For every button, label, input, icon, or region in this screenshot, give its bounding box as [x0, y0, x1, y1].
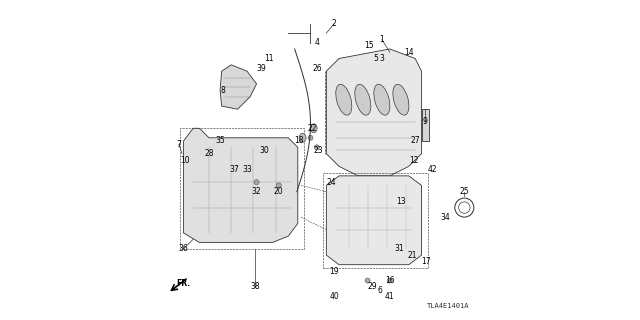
Text: 19: 19 [330, 267, 339, 276]
Text: 24: 24 [326, 178, 336, 187]
Bar [323, 173, 428, 268]
Text: 33: 33 [242, 165, 252, 174]
Ellipse shape [374, 84, 390, 115]
Polygon shape [326, 176, 422, 265]
Text: 6: 6 [378, 285, 383, 295]
Text: 15: 15 [364, 41, 374, 50]
Ellipse shape [336, 84, 352, 115]
Text: 14: 14 [404, 48, 413, 57]
Text: 36: 36 [179, 244, 188, 253]
Text: 7: 7 [177, 140, 181, 148]
Circle shape [276, 183, 282, 188]
Text: 25: 25 [460, 187, 469, 196]
Text: 41: 41 [385, 292, 395, 301]
Polygon shape [220, 65, 257, 109]
Text: 12: 12 [409, 156, 419, 164]
Text: TLA4E1401A: TLA4E1401A [427, 303, 469, 309]
Text: 5: 5 [373, 54, 378, 63]
Bar [422, 109, 429, 141]
Text: 16: 16 [385, 276, 395, 285]
Circle shape [387, 278, 392, 283]
Text: 17: 17 [422, 257, 431, 266]
Ellipse shape [310, 124, 317, 133]
Text: 37: 37 [230, 165, 239, 174]
Text: 4: 4 [314, 38, 319, 47]
Text: 28: 28 [204, 149, 214, 158]
Ellipse shape [299, 133, 306, 142]
Text: 40: 40 [330, 292, 339, 301]
Text: 11: 11 [264, 54, 274, 63]
Circle shape [314, 145, 319, 150]
Ellipse shape [355, 84, 371, 115]
Circle shape [254, 180, 259, 185]
Polygon shape [326, 49, 422, 176]
Text: 29: 29 [367, 282, 377, 292]
Text: 42: 42 [428, 165, 437, 174]
Text: 8: 8 [221, 86, 226, 95]
Text: 27: 27 [410, 136, 420, 146]
Text: 23: 23 [314, 146, 323, 155]
Text: 32: 32 [252, 187, 261, 196]
Polygon shape [184, 128, 298, 243]
Text: 13: 13 [396, 197, 406, 206]
Text: 34: 34 [440, 212, 450, 222]
Text: 30: 30 [260, 146, 269, 155]
Text: 21: 21 [407, 251, 417, 260]
Circle shape [308, 135, 313, 140]
Text: FR.: FR. [177, 279, 191, 288]
Text: 39: 39 [257, 63, 266, 73]
Ellipse shape [393, 84, 409, 115]
Text: 18: 18 [294, 136, 304, 146]
Text: 31: 31 [394, 244, 404, 253]
Text: 2: 2 [332, 19, 337, 28]
Text: 1: 1 [380, 35, 384, 44]
Text: 3: 3 [380, 54, 384, 63]
Text: 22: 22 [307, 124, 317, 133]
Text: 20: 20 [274, 187, 284, 196]
Bar [180, 128, 304, 249]
Text: 26: 26 [312, 63, 322, 73]
Text: 35: 35 [215, 136, 225, 146]
Circle shape [365, 278, 370, 283]
Text: 9: 9 [422, 117, 427, 126]
Text: 38: 38 [250, 282, 260, 292]
Text: 10: 10 [180, 156, 190, 164]
